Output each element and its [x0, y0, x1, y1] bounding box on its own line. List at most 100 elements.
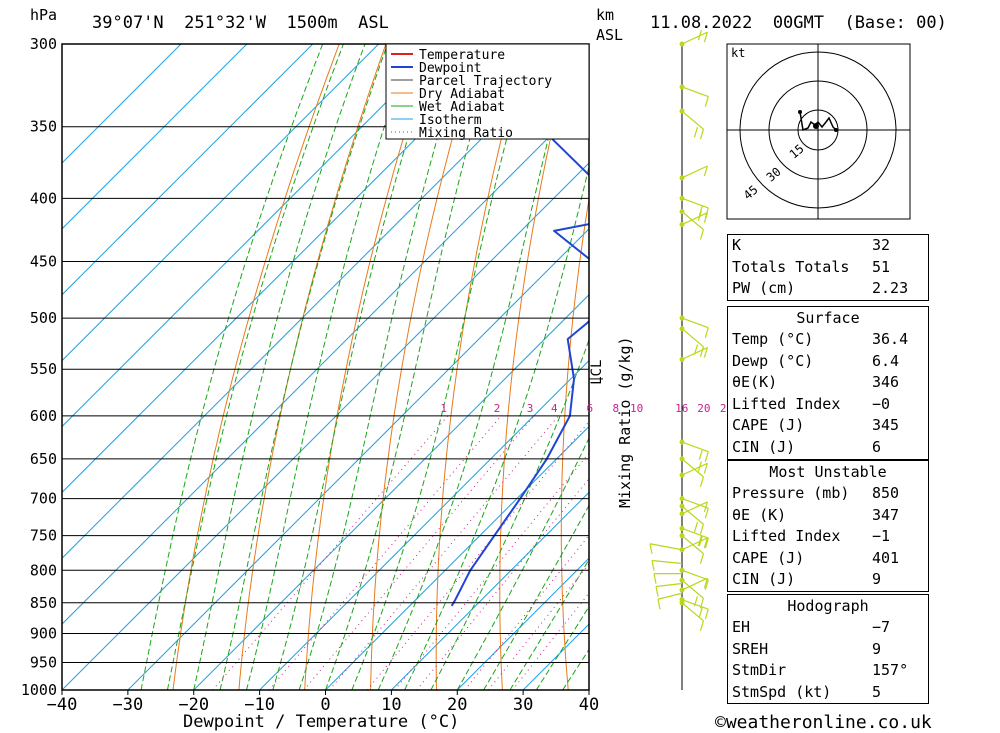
mu-label: CAPE (J) — [732, 548, 805, 567]
wind-barb-feather — [699, 346, 705, 357]
wet-adiabat-line — [193, 44, 366, 690]
pressure-tick-label: 950 — [30, 653, 57, 671]
mu-value: −1 — [872, 527, 891, 546]
dry-adiabat-line — [943, 44, 1000, 690]
wind-barb-feather — [697, 461, 702, 472]
surface-label: CAPE (J) — [732, 416, 805, 435]
hodo-label: StmDir — [732, 661, 787, 680]
wind-barb-feather — [704, 451, 709, 462]
surface-title: Surface — [796, 309, 860, 327]
surface-value: 6.4 — [872, 351, 900, 370]
mixing-ratio-line — [329, 415, 559, 690]
pressure-tick-label: 700 — [30, 490, 57, 508]
wet-adiabat-line — [246, 44, 412, 690]
wind-barb-feather — [699, 553, 705, 564]
isotherm-line — [62, 96, 589, 625]
pressure-tick-label: 600 — [30, 407, 57, 425]
legend-temperature: Temperature — [419, 48, 505, 63]
wind-barb-feather — [703, 501, 708, 513]
wind-barb-feather — [704, 96, 709, 107]
wind-barb-feather — [697, 210, 702, 221]
legend-mixing-ratio: Mixing Ratio — [419, 126, 513, 141]
legend-isotherm: Isotherm — [419, 113, 482, 128]
pressure-tick-label: 500 — [30, 309, 57, 327]
legend: Temperature Dewpoint Parcel Trajectory D… — [385, 43, 590, 141]
x-tick-label: 0 — [320, 695, 330, 715]
wind-barb-staff — [681, 505, 704, 525]
chart-labels: 1234681016202530035040045050055060065070… — [21, 35, 733, 715]
x-tick-label: 10 — [381, 695, 401, 715]
isotherm-line — [62, 44, 248, 230]
legend-dry-adiabat: Dry Adiabat — [419, 87, 505, 102]
location-title: 39°07'N 251°32'W 1500m ASL — [92, 13, 389, 33]
wind-barb-staff — [681, 599, 709, 610]
wind-barb-staff — [681, 537, 708, 551]
surface-value: 36.4 — [872, 330, 909, 348]
wind-barb-feather — [704, 609, 709, 620]
chart-frame — [61, 43, 603, 695]
x-tick-label: −20 — [178, 695, 209, 715]
wind-barb-staff — [655, 582, 683, 588]
wind-barb-feather — [698, 607, 703, 618]
index-label: K — [732, 236, 742, 254]
wind-barb-feather — [703, 578, 708, 589]
hpa-label: hPa — [30, 6, 57, 24]
index-value: 51 — [872, 257, 891, 276]
datetime-title: 11.08.2022 00GMT (Base: 00) — [650, 13, 947, 33]
pressure-tick-label: 450 — [30, 253, 57, 271]
wind-barb-staff — [681, 197, 709, 209]
wind-barb-feather — [697, 535, 702, 547]
isotherm-line — [62, 44, 314, 296]
wind-barb-feather — [703, 31, 708, 43]
surface-label: Lifted Index — [732, 394, 841, 413]
wind-barb-staff — [657, 592, 683, 600]
most-unstable-table: Most Unstable Pressure (mb) 850 θE (K) 347… — [727, 460, 929, 592]
pressure-tick-label: 550 — [30, 360, 57, 378]
surface-table: Surface Temp (°C) 36.4 Dewp (°C) 6.4 θE(K)… — [727, 306, 929, 460]
indices-table: K 32 Totals Totals 51 PW (cm) 2.23 — [727, 234, 929, 301]
pressure-tick-label: 850 — [30, 594, 57, 612]
mixing-ratio-line — [268, 415, 502, 690]
wind-barb-feather — [653, 573, 657, 584]
surface-label: CIN (J) — [732, 437, 796, 456]
wind-barbs — [649, 29, 709, 631]
wind-barb-feather — [704, 508, 709, 519]
wet-adiabat-line — [272, 44, 438, 690]
wind-barb-staff — [681, 165, 708, 179]
wind-barb-feather — [703, 463, 708, 474]
wind-barb-staff — [681, 86, 709, 98]
wind-barb-staff — [681, 441, 709, 453]
mixing-ratio-label: 10 — [630, 402, 643, 415]
legend-wet-adiabat: Wet Adiabat — [419, 100, 505, 115]
pressure-tick-label: 1000 — [21, 681, 57, 699]
hodograph-trace — [799, 111, 837, 132]
wind-barb-feather — [703, 165, 708, 177]
wind-profile — [649, 29, 709, 690]
wind-barb-staff — [681, 462, 708, 476]
x-tick-label: −10 — [244, 695, 275, 715]
mu-value: 401 — [872, 548, 900, 567]
mixing-ratio-line — [488, 562, 589, 690]
wind-barb-feather — [655, 586, 659, 597]
wind-barb-feather — [699, 476, 705, 488]
mixing-ratio-label: 1 — [440, 402, 447, 415]
isotherm-line — [325, 425, 589, 690]
pressure-tick-label: 800 — [30, 561, 57, 579]
lcl-label: LCL — [589, 360, 605, 385]
index-value: 32 — [872, 236, 891, 254]
x-tick-label: 20 — [447, 695, 467, 715]
index-label: Totals Totals — [732, 257, 850, 276]
wind-barb-feather — [699, 128, 705, 140]
surface-value: −0 — [872, 394, 891, 413]
wind-barb-staff — [681, 317, 709, 329]
hodo-value: 9 — [872, 639, 882, 658]
wind-barb-feather — [699, 620, 705, 631]
dry-adiabat-line — [679, 44, 713, 690]
index-value: 2.23 — [872, 279, 909, 298]
mixing-ratio-label: 4 — [551, 402, 558, 415]
mu-value: 850 — [872, 484, 900, 502]
wind-barb-feather — [699, 229, 705, 240]
hodograph-title: Hodograph — [787, 597, 869, 615]
mixing-ratio-label: 2 — [494, 402, 501, 415]
